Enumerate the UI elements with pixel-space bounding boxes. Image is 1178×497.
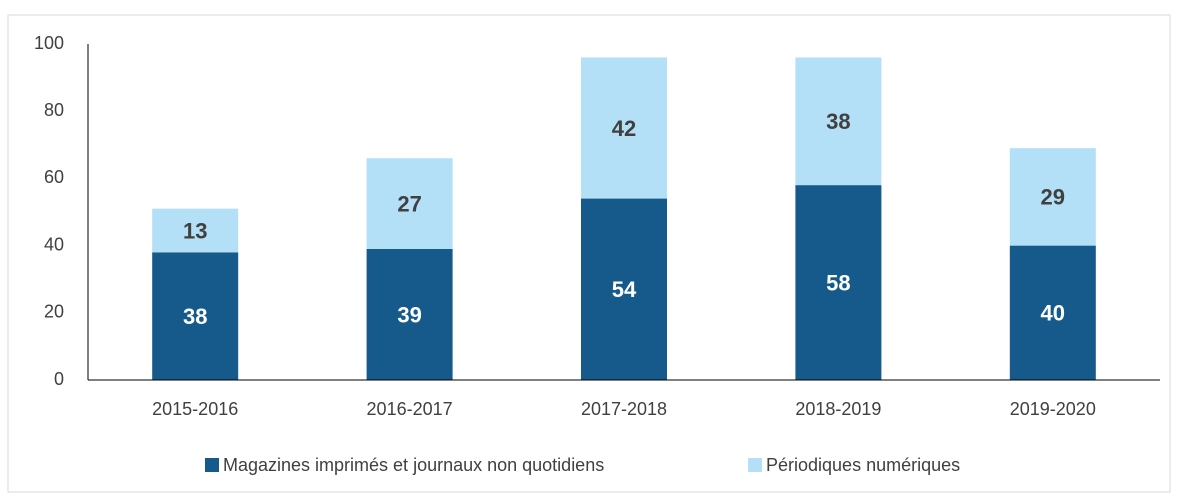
- x-tick-label: 2015-2016: [152, 399, 238, 419]
- bar-segment: [581, 198, 667, 380]
- value-label: 13: [183, 218, 207, 243]
- value-label: 38: [826, 109, 850, 134]
- bar-segment: [366, 248, 453, 380]
- bar-segment: [366, 158, 453, 249]
- legend-label: Périodiques numériques: [766, 455, 960, 475]
- bar-segment: [795, 185, 882, 380]
- y-tick-label: 40: [44, 234, 64, 254]
- y-tick-label: 60: [44, 167, 64, 187]
- bar-segment: [152, 208, 239, 253]
- value-label: 54: [612, 277, 637, 302]
- x-tick-label: 2017-2018: [581, 399, 667, 419]
- x-tick-label: 2016-2017: [367, 399, 453, 419]
- bar-segment: [152, 252, 239, 380]
- x-tick-label: 2018-2019: [795, 399, 881, 419]
- y-tick-label: 0: [54, 369, 64, 389]
- bar-segment: [795, 57, 882, 186]
- value-label: 42: [612, 116, 636, 141]
- legend-label: Magazines imprimés et journaux non quoti…: [223, 455, 604, 475]
- bar-segment: [581, 57, 667, 199]
- x-tick-label: 2019-2020: [1010, 399, 1096, 419]
- legend-swatch: [205, 458, 219, 472]
- y-tick-label: 100: [34, 33, 64, 53]
- y-tick-label: 80: [44, 100, 64, 120]
- bar-segment: [1009, 148, 1096, 246]
- legend-swatch: [748, 458, 762, 472]
- value-label: 39: [397, 302, 421, 327]
- y-tick-label: 20: [44, 302, 64, 322]
- value-label: 58: [826, 270, 850, 295]
- value-label: 29: [1041, 185, 1065, 210]
- value-label: 27: [397, 191, 421, 216]
- value-label: 38: [183, 304, 207, 329]
- value-label: 40: [1041, 301, 1065, 326]
- bar-segment: [1009, 245, 1096, 380]
